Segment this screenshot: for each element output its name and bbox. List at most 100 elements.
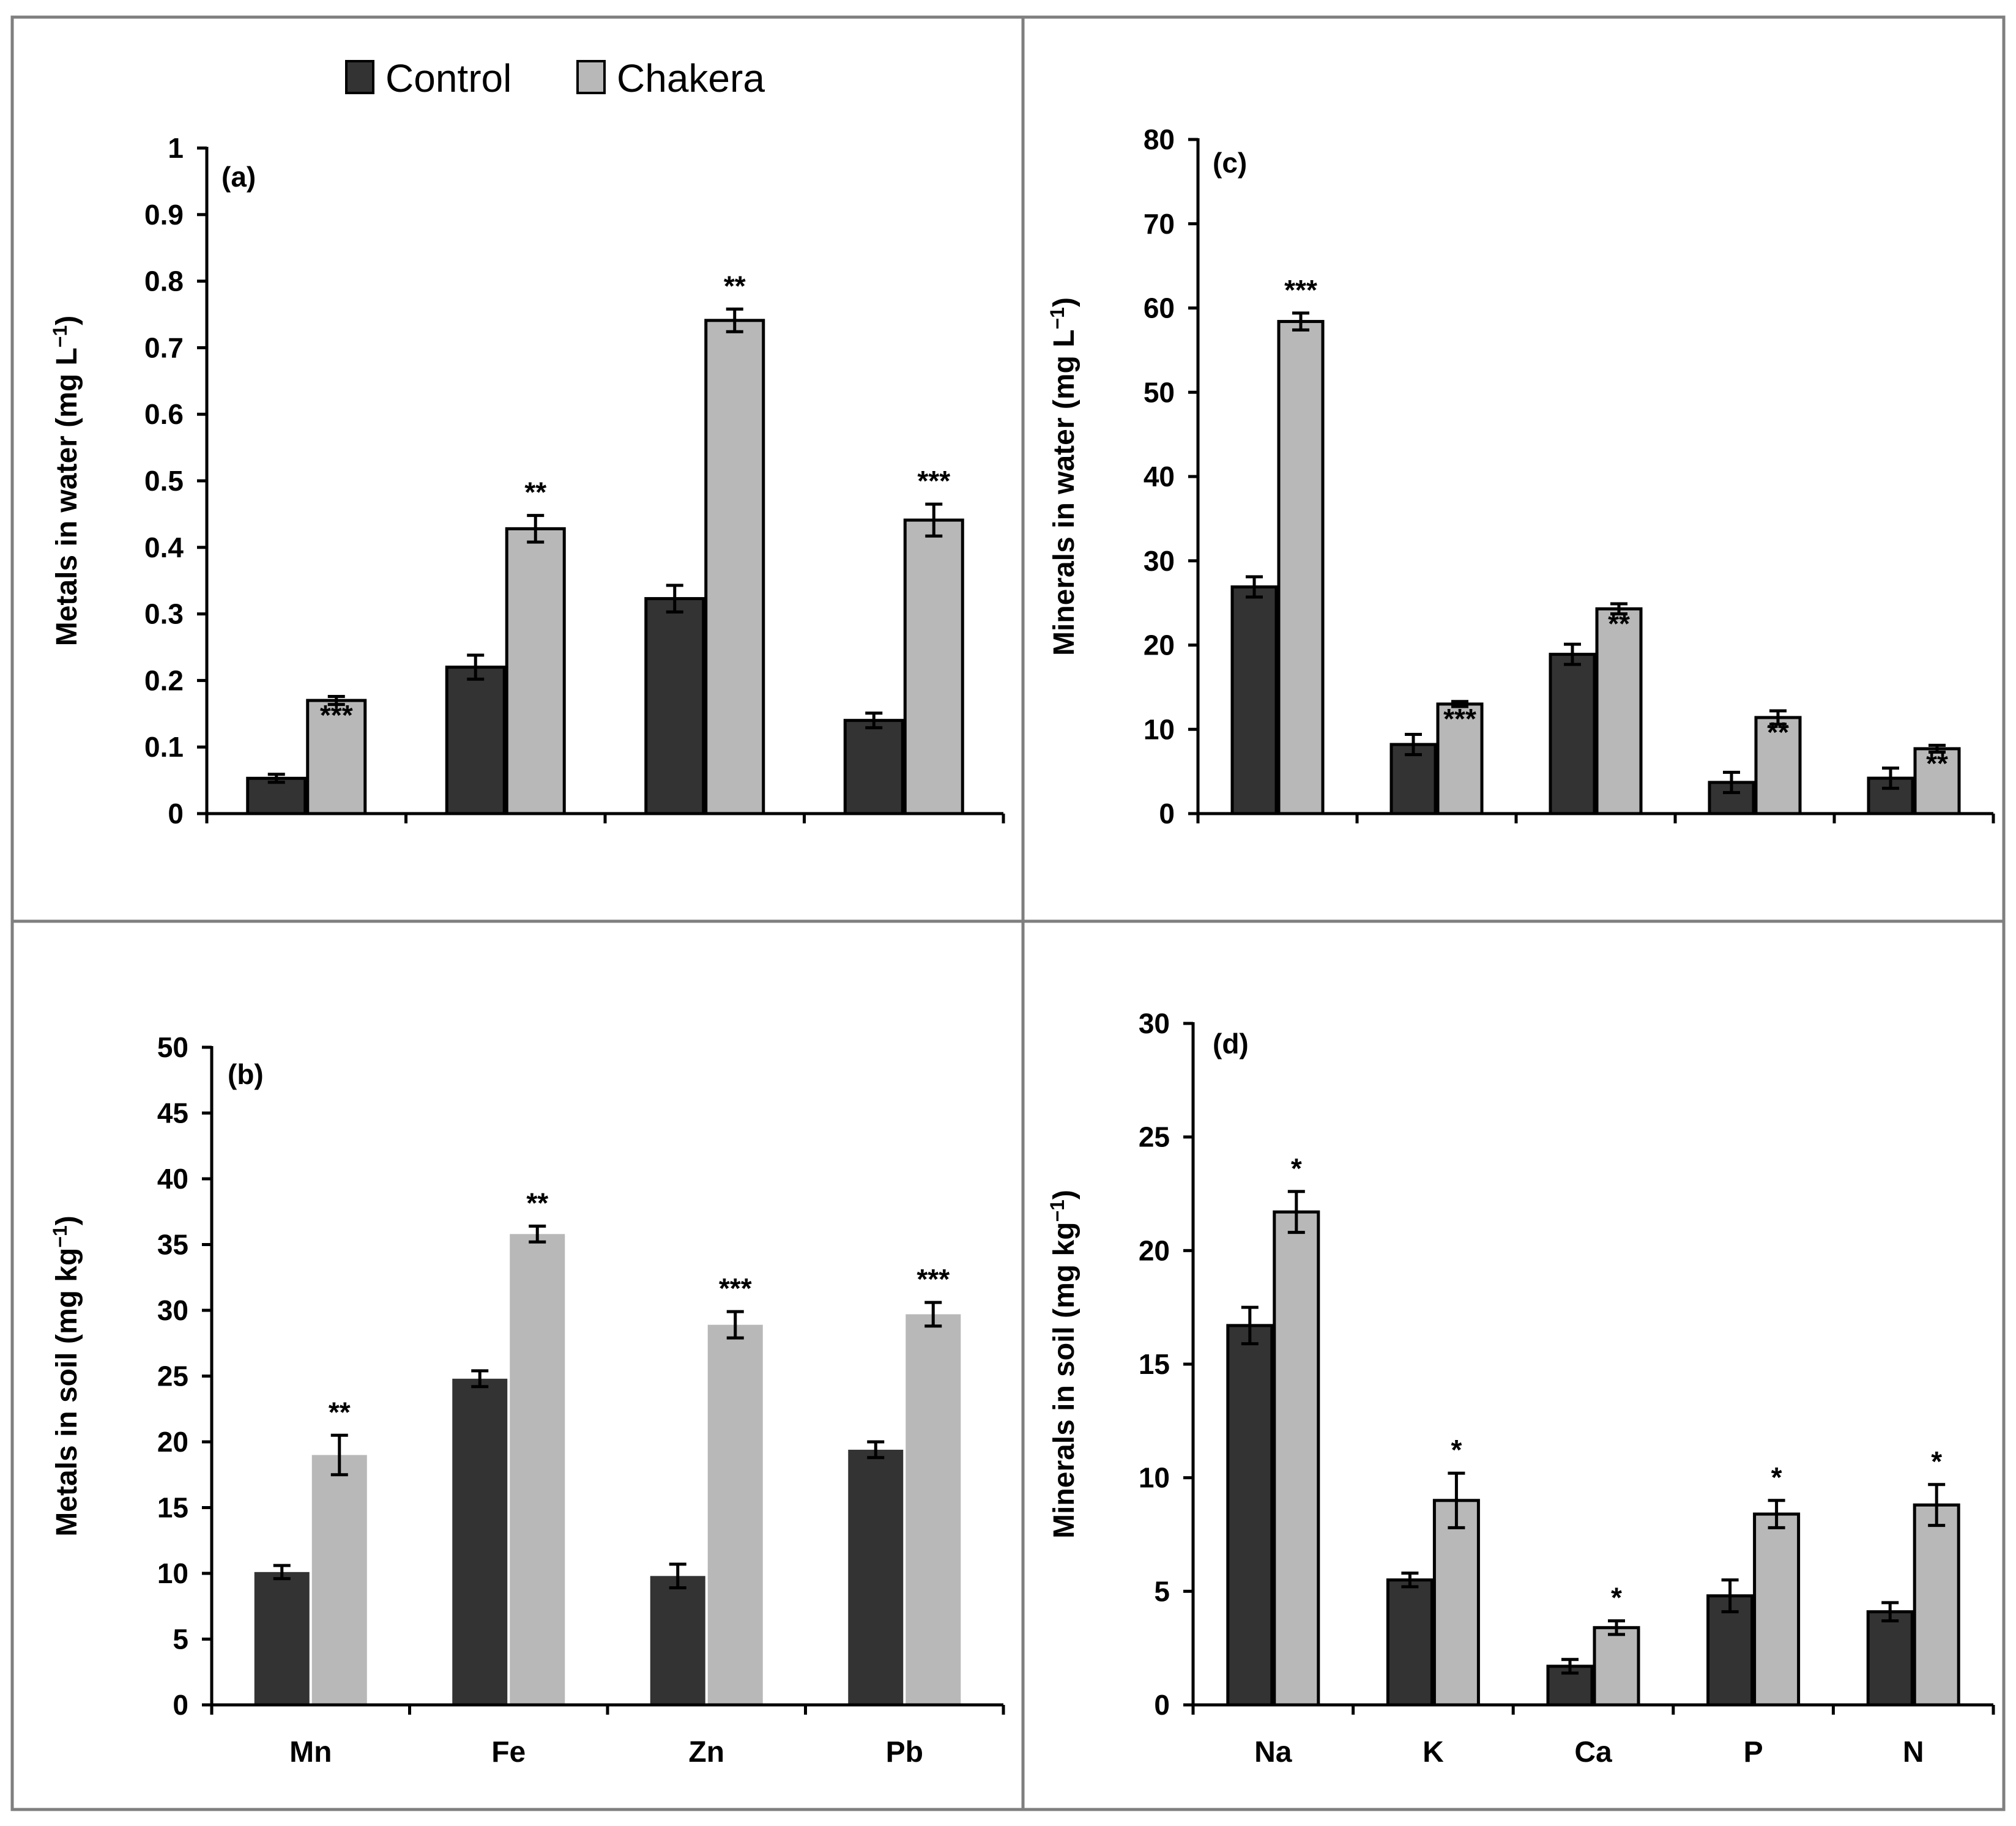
bar-control-K <box>1386 1578 1434 1707</box>
y-tick-label: 25 <box>1139 1121 1170 1153</box>
bar-chakera-Mn <box>306 699 367 815</box>
errorbar-control-Pb <box>867 1440 885 1460</box>
y-tick-label: 5 <box>1154 1575 1170 1607</box>
legend-label-control: Control <box>385 56 511 100</box>
bar-control-Fe <box>445 666 506 815</box>
y-tick-label: 15 <box>157 1492 188 1524</box>
y-tick-label: 0 <box>168 798 184 829</box>
category-label-Mn: Mn <box>289 1736 332 1768</box>
panel-tag-d: (d) <box>1213 1028 1249 1060</box>
bar-chakera-Mn <box>311 1455 367 1705</box>
y-axis-title-main: Metals in water (mg L <box>51 347 83 646</box>
bar-control-Na <box>1230 585 1278 815</box>
bar-control-Na <box>1226 1324 1274 1707</box>
y-tick-label: 80 <box>1144 124 1175 155</box>
y-axis-title-sup: −1 <box>49 1225 71 1247</box>
errorbar-control-P <box>1721 1578 1739 1614</box>
bar-control-Zn <box>650 1576 705 1705</box>
significance-K: * <box>1451 1434 1462 1466</box>
y-tick-label: 10 <box>1144 713 1175 745</box>
y-tick-label: 0 <box>1154 1689 1170 1721</box>
y-tick-label: 30 <box>157 1294 188 1326</box>
bar-chakera-Ca <box>1593 1626 1640 1707</box>
bar-control-Pb <box>843 719 904 815</box>
panel-frames <box>10 15 2006 1811</box>
errorbar-chakera-Zn <box>726 1310 744 1340</box>
y-axis-title-end: ) <box>51 316 83 325</box>
significance-Na: * <box>1291 1152 1302 1184</box>
significance-Zn: ** <box>724 270 746 302</box>
y-axis-title-sup: −1 <box>1046 307 1068 329</box>
errorbar-chakera-K <box>1448 1471 1465 1529</box>
y-tick-label: 0.4 <box>144 532 184 563</box>
y-tick-label: 5 <box>173 1624 188 1655</box>
errorbar-control-Pb <box>865 711 883 730</box>
significance-Ca: ** <box>1608 607 1630 639</box>
errorbar-control-N <box>1882 766 1899 790</box>
y-axis-title: Metals in water (mg L−1) <box>49 316 83 647</box>
panel-tag-b: (b) <box>228 1058 264 1090</box>
y-tick-label: 1 <box>168 132 184 164</box>
y-tick-label: 0.9 <box>144 199 184 231</box>
y-tick-label: 60 <box>1144 292 1175 324</box>
errorbar-control-Mn <box>267 773 285 784</box>
category-label-Ca: Ca <box>1574 1736 1612 1768</box>
y-tick-label: 0 <box>173 1689 188 1721</box>
legend-swatch-chakera <box>576 60 606 94</box>
errorbar-chakera-Pb <box>925 502 943 538</box>
y-tick-label: 0.3 <box>144 598 184 630</box>
y-tick-label: 0 <box>1159 798 1175 829</box>
y-tick-label: 70 <box>1144 208 1175 240</box>
errorbar-control-Ca <box>1564 642 1581 666</box>
bar-control-Mn <box>254 1572 310 1705</box>
category-label-Fe: Fe <box>491 1736 526 1768</box>
bar-control-Fe <box>452 1378 508 1705</box>
significance-Fe: ** <box>524 477 546 508</box>
y-axis-title-main: Metals in soil (mg kg <box>51 1248 83 1537</box>
bar-chakera-Pb <box>906 1314 961 1705</box>
significance-N: * <box>1931 1446 1942 1477</box>
y-axis-title-main: Minerals in water (mg L <box>1048 330 1081 656</box>
errorbar-control-Na <box>1241 1305 1259 1346</box>
bar-chakera-K <box>1432 1499 1480 1707</box>
y-tick-label: 20 <box>1139 1234 1170 1266</box>
y-axis-title-sup: −1 <box>49 325 71 347</box>
legend-label-chakera: Chakera <box>617 56 765 100</box>
errorbar-chakera-Pb <box>924 1301 942 1328</box>
y-tick-label: 0.1 <box>144 731 184 763</box>
y-tick-label: 45 <box>157 1097 188 1129</box>
y-tick-label: 10 <box>157 1557 188 1589</box>
y-tick-label: 0.8 <box>144 265 184 297</box>
bar-control-Zn <box>644 597 705 815</box>
y-axis-title-end: ) <box>51 1215 83 1225</box>
bar-chakera-Na <box>1277 320 1325 815</box>
significance-Pb: *** <box>917 1263 950 1295</box>
errorbar-chakera-N <box>1928 1483 1946 1527</box>
y-tick-label: 40 <box>157 1163 188 1195</box>
bar-chakera-P <box>1753 1512 1801 1707</box>
errorbar-control-Na <box>1246 575 1263 599</box>
errorbar-chakera-Fe <box>527 514 545 544</box>
frame-d <box>1021 919 2006 1811</box>
y-tick-label: 50 <box>157 1031 188 1063</box>
y-tick-label: 0.5 <box>144 465 184 497</box>
errorbar-control-K <box>1401 1572 1419 1589</box>
chart-panel-b: Metals in soil (mg kg−1) (b) ** Mn ** Fe *** Zn… <box>49 1031 1005 1768</box>
errorbar-chakera-Ca <box>1608 1619 1625 1636</box>
y-tick-label: 25 <box>157 1360 188 1392</box>
y-tick-label: 0.6 <box>144 398 184 430</box>
errorbar-chakera-Fe <box>529 1224 546 1244</box>
y-tick-label: 10 <box>1139 1462 1170 1494</box>
bar-control-Ca <box>1549 653 1596 815</box>
y-tick-label: 35 <box>157 1229 188 1261</box>
category-label-Na: Na <box>1254 1736 1292 1768</box>
y-tick-label: 40 <box>1144 461 1175 492</box>
y-tick-label: 15 <box>1139 1348 1170 1380</box>
y-axis-title-end: ) <box>1048 1190 1081 1200</box>
errorbar-control-N <box>1881 1601 1899 1623</box>
errorbar-chakera-P <box>1769 709 1787 726</box>
y-axis-title: Minerals in water (mg L−1) <box>1046 297 1081 656</box>
category-label-K: K <box>1423 1736 1444 1768</box>
y-axis-title: Metals in soil (mg kg−1) <box>49 1215 83 1537</box>
